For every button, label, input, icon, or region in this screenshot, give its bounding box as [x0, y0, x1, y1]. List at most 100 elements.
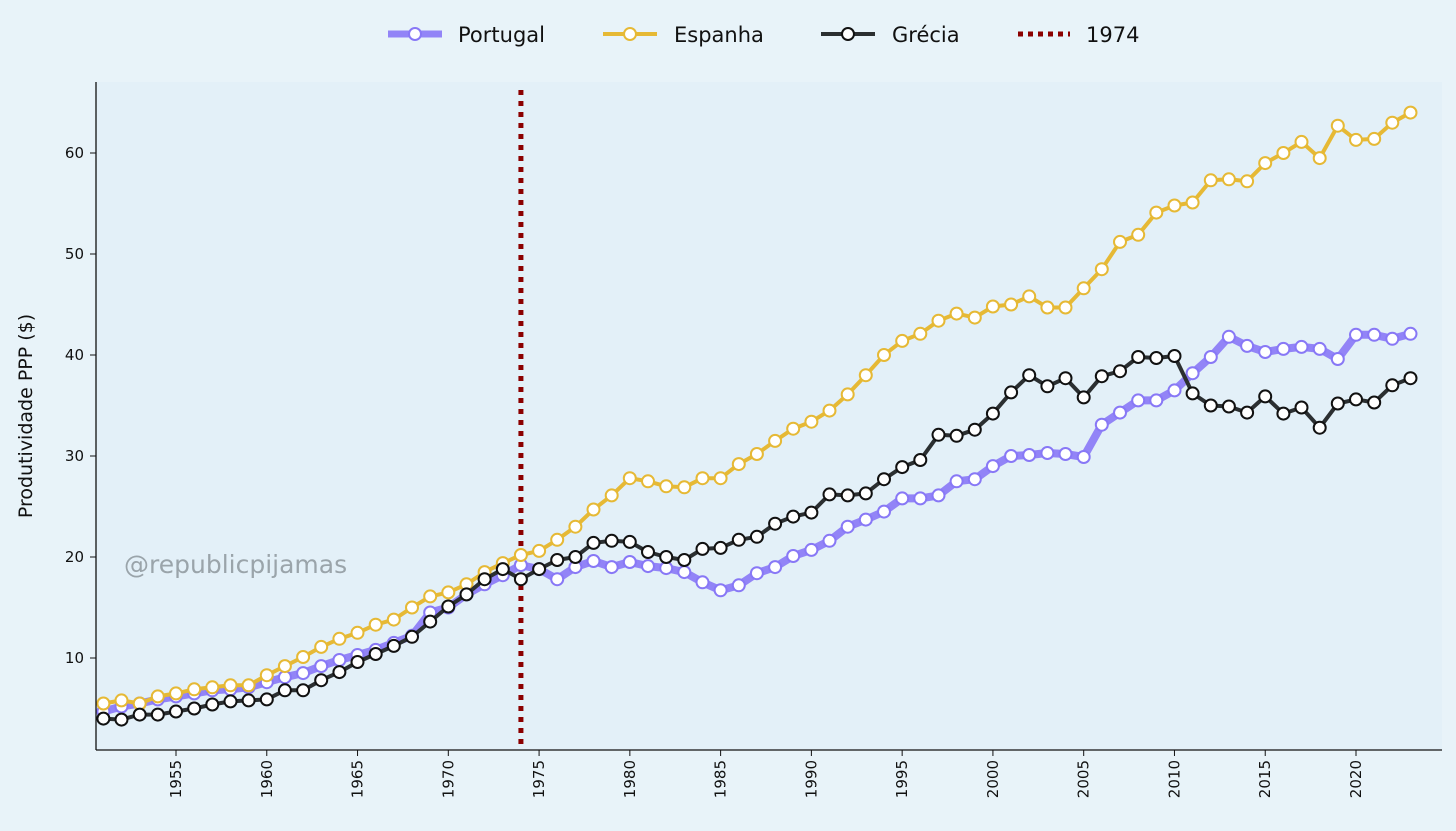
- data-point-portugal: [1221, 329, 1236, 344]
- data-point-portugal: [877, 504, 891, 519]
- data-point-espanha: [877, 348, 891, 362]
- data-point-portugal: [967, 472, 982, 487]
- legend: Portugal Espanha Grécia 1974: [388, 23, 1139, 47]
- data-point-portugal: [641, 559, 655, 574]
- x-tick-label: 1975: [530, 760, 548, 798]
- series-espanha: [96, 105, 1418, 711]
- data-point-grecia: [1149, 351, 1164, 365]
- data-point-portugal: [296, 666, 311, 681]
- y-tick-label: 40: [65, 346, 84, 364]
- data-point-grecia: [1131, 350, 1146, 364]
- x-ticks: 1955 1960 1965 1970 1975 1980 1985 1990 1995 2000…: [167, 750, 1365, 798]
- data-point-grecia: [568, 550, 583, 564]
- data-point-portugal: [586, 554, 601, 568]
- data-point-espanha: [350, 625, 365, 640]
- data-point-espanha: [1221, 172, 1236, 187]
- data-point-portugal: [804, 542, 819, 557]
- data-point-espanha: [332, 631, 347, 646]
- data-point-grecia: [1167, 349, 1182, 363]
- data-point-portugal: [622, 555, 637, 569]
- data-point-grecia: [405, 629, 419, 644]
- data-point-espanha: [786, 421, 801, 436]
- data-point-espanha: [1385, 115, 1400, 130]
- data-point-grecia: [132, 707, 147, 722]
- data-point-grecia: [877, 472, 891, 487]
- data-point-portugal: [1167, 383, 1182, 398]
- data-point-espanha: [604, 488, 619, 503]
- data-point-grecia: [659, 550, 674, 564]
- data-point-espanha: [441, 585, 456, 600]
- data-point-espanha: [150, 689, 165, 704]
- data-point-portugal: [822, 533, 837, 548]
- data-point-espanha: [804, 414, 819, 429]
- legend-label-espanha: Espanha: [674, 23, 764, 47]
- data-point-grecia: [586, 535, 601, 550]
- data-point-grecia: [114, 712, 129, 727]
- x-tick-label: 2000: [984, 760, 1002, 798]
- legend-label-1974: 1974: [1086, 23, 1139, 47]
- data-point-portugal: [949, 474, 964, 489]
- legend-marker-grecia: [841, 27, 855, 41]
- data-point-espanha: [1131, 227, 1146, 242]
- series-grecia: [96, 349, 1418, 727]
- data-point-grecia: [223, 694, 238, 709]
- data-point-espanha: [1022, 289, 1037, 304]
- data-point-portugal: [985, 459, 1000, 474]
- data-point-grecia: [368, 647, 383, 661]
- data-point-grecia: [731, 532, 746, 547]
- data-point-portugal: [1203, 350, 1218, 364]
- y-tick-label: 50: [65, 245, 84, 263]
- data-point-espanha: [296, 650, 311, 664]
- data-point-grecia: [1367, 395, 1382, 410]
- data-point-portugal: [858, 512, 873, 527]
- data-point-portugal: [1113, 405, 1127, 420]
- data-point-portugal: [1131, 393, 1146, 408]
- data-point-portugal: [332, 653, 347, 667]
- data-point-portugal: [1040, 446, 1055, 460]
- data-point-grecia: [513, 572, 528, 587]
- data-point-portugal: [1149, 393, 1164, 408]
- data-point-grecia: [1076, 390, 1091, 405]
- data-point-portugal: [1312, 341, 1327, 356]
- data-point-portugal: [931, 488, 946, 503]
- data-point-espanha: [1185, 195, 1200, 210]
- data-point-grecia: [786, 509, 801, 524]
- data-point-portugal: [550, 572, 565, 587]
- data-point-portugal: [840, 519, 855, 534]
- data-point-espanha: [858, 368, 873, 383]
- data-point-espanha: [586, 502, 601, 517]
- data-point-espanha: [205, 680, 220, 695]
- data-point-grecia: [96, 711, 111, 726]
- data-point-espanha: [1294, 134, 1309, 149]
- data-point-grecia: [949, 428, 964, 443]
- data-point-grecia: [1349, 392, 1363, 407]
- data-point-grecia: [1058, 371, 1073, 386]
- data-point-portugal: [1385, 331, 1400, 346]
- x-tick-label: 1960: [258, 760, 276, 798]
- data-point-espanha: [931, 313, 946, 328]
- data-point-portugal: [913, 491, 928, 506]
- data-point-grecia: [768, 516, 783, 531]
- data-point-grecia: [1294, 400, 1309, 415]
- data-point-espanha: [840, 387, 855, 402]
- data-point-grecia: [695, 541, 710, 556]
- data-point-espanha: [659, 479, 674, 494]
- data-point-espanha: [1076, 281, 1091, 296]
- data-point-grecia: [1221, 399, 1236, 414]
- x-tick-label: 2015: [1256, 760, 1274, 798]
- data-point-espanha: [731, 457, 746, 472]
- data-point-portugal: [1367, 327, 1382, 342]
- data-point-portugal: [713, 583, 728, 598]
- data-point-grecia: [713, 540, 728, 555]
- data-point-portugal: [1094, 417, 1109, 432]
- data-point-grecia: [150, 707, 165, 722]
- data-point-espanha: [985, 299, 1000, 314]
- data-point-grecia: [459, 587, 474, 602]
- x-tick-label: 1985: [712, 760, 730, 798]
- x-tick-label: 1955: [167, 760, 185, 798]
- data-point-grecia: [1185, 386, 1200, 401]
- data-point-portugal: [768, 560, 783, 575]
- data-point-portugal: [1185, 366, 1200, 381]
- legend-marker-portugal: [408, 27, 422, 41]
